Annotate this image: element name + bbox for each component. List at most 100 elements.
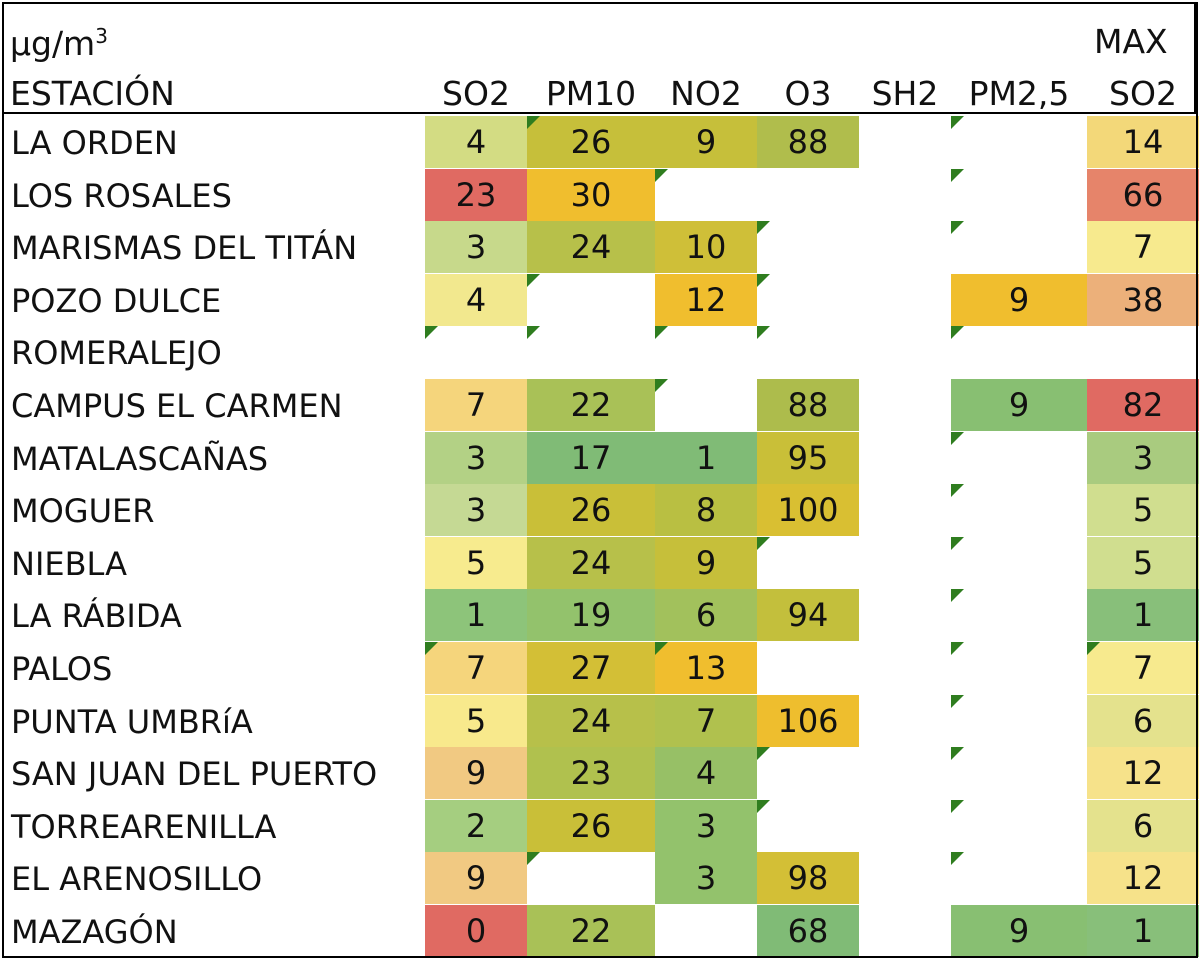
comment-flag-icon bbox=[527, 273, 540, 287]
cell-max-so2: 14 bbox=[1087, 116, 1199, 168]
cell-so2: 23 bbox=[425, 168, 527, 221]
comment-flag-icon bbox=[757, 221, 770, 235]
comment-flag-icon bbox=[951, 747, 964, 761]
station-name: MARISMAS DEL TITÁN bbox=[11, 229, 358, 268]
cell-o3: 88 bbox=[757, 379, 859, 431]
comment-flag-icon bbox=[527, 852, 540, 866]
cell-pm25 bbox=[951, 169, 1087, 221]
comment-flag-icon bbox=[757, 799, 770, 813]
cell-sh2 bbox=[859, 169, 951, 221]
cell-so2: 3 bbox=[425, 484, 527, 537]
cell-max-so2: 6 bbox=[1087, 799, 1199, 852]
cell-max-so2: 3 bbox=[1087, 431, 1199, 484]
cell-max-so2 bbox=[1087, 326, 1199, 378]
cell-pm25 bbox=[951, 695, 1087, 747]
cell-so2: 4 bbox=[425, 116, 527, 168]
cell-pm25 bbox=[951, 432, 1087, 484]
unit-exponent: 3 bbox=[95, 24, 108, 48]
unit-label: µg/m3 bbox=[10, 24, 108, 64]
cell-max-so2: 12 bbox=[1087, 747, 1199, 800]
cell-so2: 9 bbox=[425, 747, 527, 800]
column-header-pm10: PM10 bbox=[545, 74, 637, 113]
comment-flag-icon bbox=[757, 326, 770, 340]
cell-so2: 3 bbox=[425, 431, 527, 484]
cell-no2: 13 bbox=[655, 642, 757, 694]
cell-max-so2: 82 bbox=[1087, 379, 1199, 431]
cell-sh2 bbox=[859, 642, 951, 694]
comment-flag-icon bbox=[527, 326, 540, 340]
comment-flag-icon bbox=[951, 589, 964, 603]
cell-pm10: 26 bbox=[527, 799, 655, 852]
cell-pm10: 17 bbox=[527, 431, 655, 484]
cell-no2: 6 bbox=[655, 589, 757, 642]
comment-flag-icon bbox=[655, 168, 668, 182]
cell-no2 bbox=[655, 905, 757, 957]
cell-no2: 7 bbox=[655, 694, 757, 747]
cell-pm25 bbox=[951, 221, 1087, 273]
comment-flag-icon bbox=[757, 273, 770, 287]
cell-pm10: 24 bbox=[527, 221, 655, 274]
cell-pm10: 19 bbox=[527, 589, 655, 642]
cell-sh2 bbox=[859, 800, 951, 852]
cell-no2 bbox=[655, 379, 757, 431]
cell-no2: 8 bbox=[655, 484, 757, 537]
station-name: PUNTA UMBRíA bbox=[11, 702, 253, 741]
column-header-no2: NO2 bbox=[670, 74, 742, 113]
cell-so2: 3 bbox=[425, 221, 527, 274]
cell-max-so2: 66 bbox=[1087, 168, 1199, 221]
cell-max-so2: 5 bbox=[1087, 484, 1199, 537]
cell-pm10: 26 bbox=[527, 484, 655, 537]
cell-pm25 bbox=[951, 642, 1087, 694]
station-name: MAZAGÓN bbox=[11, 913, 178, 951]
cell-no2: 12 bbox=[655, 273, 757, 326]
cell-no2: 10 bbox=[655, 221, 757, 274]
cell-so2: 7 bbox=[425, 379, 527, 431]
cell-o3 bbox=[757, 326, 859, 378]
cell-pm25 bbox=[951, 747, 1087, 799]
cell-pm10: 27 bbox=[527, 642, 655, 694]
cell-max-so2: 1 bbox=[1087, 905, 1199, 957]
comment-flag-icon bbox=[951, 484, 964, 498]
cell-pm10: 22 bbox=[527, 379, 655, 431]
cell-pm25: 9 bbox=[951, 905, 1087, 957]
cell-pm10: 26 bbox=[527, 116, 655, 168]
cell-max-so2: 7 bbox=[1087, 221, 1199, 274]
cell-pm25 bbox=[951, 116, 1087, 168]
station-name: LA ORDEN bbox=[11, 124, 178, 162]
cell-pm25 bbox=[951, 589, 1087, 641]
cell-o3: 98 bbox=[757, 852, 859, 905]
cell-no2: 9 bbox=[655, 536, 757, 589]
comment-flag-icon bbox=[951, 326, 964, 340]
cell-so2: 5 bbox=[425, 536, 527, 589]
station-name: POZO DULCE bbox=[11, 281, 222, 320]
cell-o3 bbox=[757, 747, 859, 799]
cell-o3 bbox=[757, 221, 859, 273]
cell-sh2 bbox=[859, 905, 951, 957]
cell-pm25: 9 bbox=[951, 379, 1087, 431]
column-header-sh2: SH2 bbox=[871, 74, 939, 113]
comment-flag-icon bbox=[951, 168, 964, 182]
comment-flag-icon bbox=[951, 799, 964, 813]
cell-o3: 95 bbox=[757, 431, 859, 484]
cell-sh2 bbox=[859, 852, 951, 904]
cell-so2: 0 bbox=[425, 905, 527, 957]
cell-max-so2: 7 bbox=[1087, 642, 1199, 694]
comment-flag-icon bbox=[951, 852, 964, 866]
cell-no2: 1 bbox=[655, 431, 757, 484]
cell-so2: 1 bbox=[425, 589, 527, 642]
cell-pm25 bbox=[951, 537, 1087, 589]
cell-pm10 bbox=[527, 326, 655, 378]
comment-flag-icon bbox=[425, 642, 438, 655]
cell-so2: 7 bbox=[425, 642, 527, 694]
station-name: CAMPUS EL CARMEN bbox=[11, 387, 343, 425]
station-name: TORREARENILLA bbox=[11, 807, 277, 846]
cell-so2: 2 bbox=[425, 799, 527, 852]
column-header-pm25: PM2,5 bbox=[968, 74, 1070, 113]
cell-sh2 bbox=[859, 221, 951, 273]
cell-pm10 bbox=[527, 274, 655, 326]
cell-pm25 bbox=[951, 852, 1087, 904]
cell-no2 bbox=[655, 326, 757, 378]
cell-o3: 88 bbox=[757, 116, 859, 168]
cell-sh2 bbox=[859, 379, 951, 431]
